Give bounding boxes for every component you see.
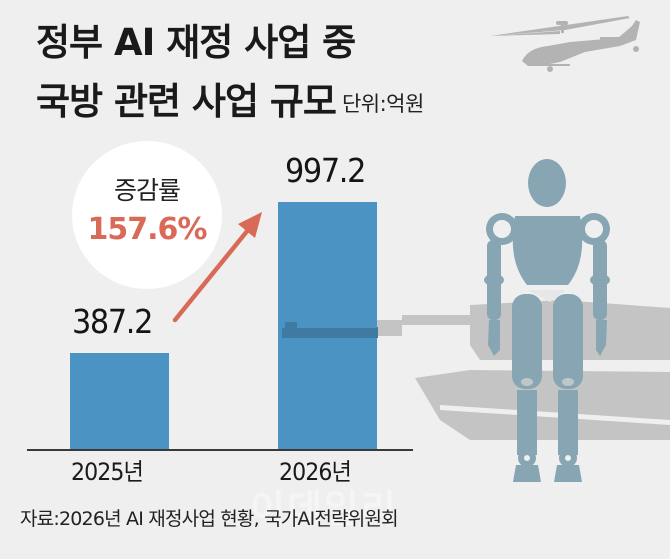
bar-2025 — [70, 353, 169, 450]
source-note: 자료:2026년 AI 재정사업 현황, 국가AI전략위원회 — [20, 508, 399, 530]
helicopter-icon — [490, 16, 640, 72]
chart-title-line2: 국방 관련 사업 규모 단위:억원 — [36, 83, 424, 120]
tank-barrel-overlay — [282, 328, 378, 338]
unit-label: 단위:억원 — [341, 92, 424, 116]
watermark: 이데일리 — [250, 487, 398, 531]
robot-icon — [484, 159, 610, 482]
x-label-2026: 2026년 — [279, 458, 352, 486]
chart-title-line1: 정부 AI 재정 사업 중 — [36, 21, 356, 64]
chart-title-line2-text: 국방 관련 사업 규모 — [36, 80, 337, 123]
growth-rate-label: 증감률 — [113, 176, 181, 205]
tank-barrel-muzzle — [285, 322, 297, 329]
x-axis-baseline — [27, 449, 413, 451]
value-label-2025: 387.2 — [72, 302, 153, 341]
x-label-2025: 2025년 — [71, 458, 144, 486]
value-label-2026: 997.2 — [285, 151, 366, 190]
growth-rate-value: 157.6% — [87, 212, 208, 247]
